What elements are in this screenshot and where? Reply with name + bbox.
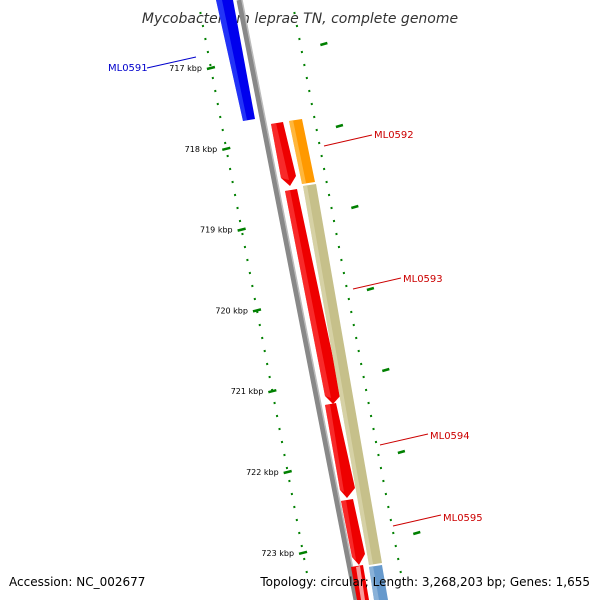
accession-text: Accession: NC_002677 xyxy=(9,575,146,589)
scale-tick-mark xyxy=(237,227,246,232)
outer-tick-mark xyxy=(320,41,328,47)
gene-next-block xyxy=(351,565,369,600)
inner-dotted-ring xyxy=(199,11,308,574)
outer-tick-mark xyxy=(381,367,390,373)
gene-labels: ML0591 ML0592 ML0593 ML0594 ML0595 xyxy=(108,56,483,527)
gene-ml0593-block[interactable] xyxy=(285,189,341,404)
gene-label-ml0593[interactable]: ML0593 xyxy=(403,274,443,285)
scale-tick-mark xyxy=(298,550,308,556)
outer-tick-mark xyxy=(350,204,359,210)
gene-label-ml0594[interactable]: ML0594 xyxy=(430,431,470,442)
scale-tick-label: 719 kbp xyxy=(200,226,233,235)
gene-ml0592-block[interactable] xyxy=(271,122,296,186)
outer-tick-mark xyxy=(412,530,421,536)
scale-tick-label: 723 kbp xyxy=(261,549,294,558)
scale-tick-mark xyxy=(206,65,216,71)
scale-ticks: 717 kbp 718 kbp 719 kbp 720 kbp 721 kbp 722 k… xyxy=(169,64,308,558)
gene-ml0594-block[interactable] xyxy=(325,403,355,498)
scale-tick-label: 718 kbp xyxy=(185,145,218,154)
scale-tick-mark xyxy=(252,308,262,313)
outer-dotted-ring xyxy=(293,11,421,574)
outer-tick-mark xyxy=(335,123,344,129)
genome-summary-text: Topology: circular; Length: 3,268,203 bp… xyxy=(260,575,590,589)
gene-label-ml0592[interactable]: ML0592 xyxy=(374,130,414,141)
gene-ml0595-block[interactable] xyxy=(341,499,365,565)
scale-tick-label: 717 kbp xyxy=(169,64,202,73)
cds-ml0592-block xyxy=(289,119,315,184)
scale-tick-label: 720 kbp xyxy=(215,306,248,315)
scale-tick-mark xyxy=(221,146,231,152)
cds-ml0593-block xyxy=(303,184,382,565)
outer-tick-mark xyxy=(366,286,375,292)
scale-tick-label: 722 kbp xyxy=(246,468,279,477)
gene-label-ml0591[interactable]: ML0591 xyxy=(108,63,148,74)
map-title: Mycobacterium leprae TN, complete genome xyxy=(142,11,458,27)
scale-tick-mark xyxy=(283,469,292,475)
genome-backbone xyxy=(236,0,360,600)
scale-tick-label: 721 kbp xyxy=(231,387,264,396)
gene-ml0591-block[interactable] xyxy=(216,0,255,121)
cds-next-block xyxy=(369,565,388,600)
gene-label-ml0595[interactable]: ML0595 xyxy=(443,513,483,524)
outer-tick-mark xyxy=(397,449,406,455)
scale-tick-mark xyxy=(268,388,277,394)
